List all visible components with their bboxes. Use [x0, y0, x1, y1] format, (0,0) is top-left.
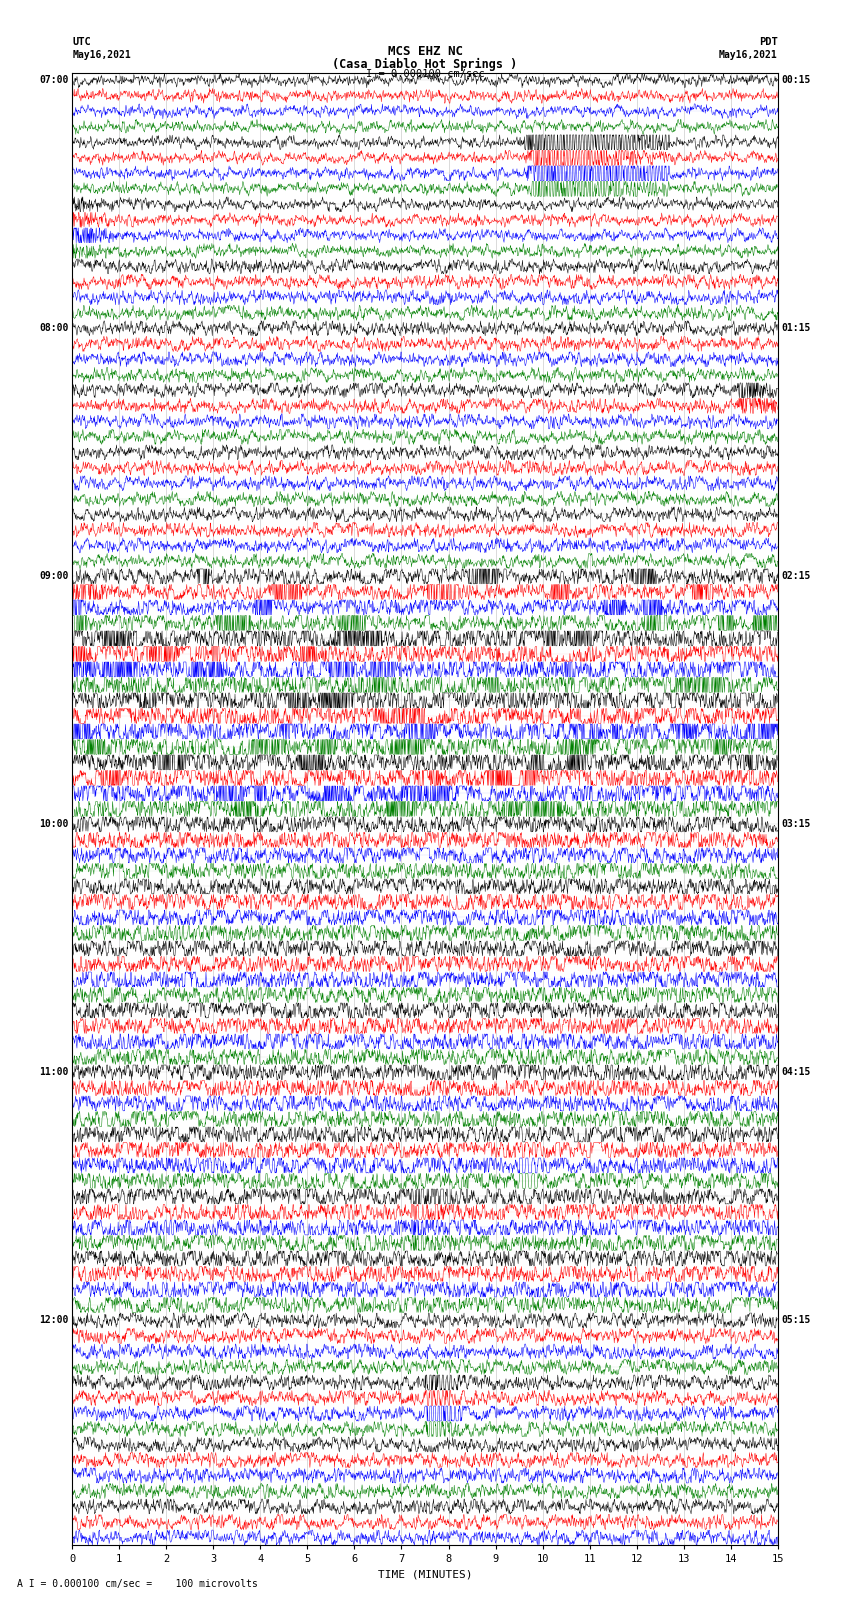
Text: 00:15: 00:15 [781, 76, 811, 85]
Text: 03:15: 03:15 [781, 819, 811, 829]
Text: 09:00: 09:00 [39, 571, 69, 581]
Text: 07:00: 07:00 [39, 76, 69, 85]
Text: 01:15: 01:15 [781, 323, 811, 334]
Text: (Casa Diablo Hot Springs ): (Casa Diablo Hot Springs ) [332, 58, 518, 71]
Text: 12:00: 12:00 [39, 1316, 69, 1326]
Text: A I = 0.000100 cm/sec =    100 microvolts: A I = 0.000100 cm/sec = 100 microvolts [17, 1579, 258, 1589]
Text: 10:00: 10:00 [39, 819, 69, 829]
Text: 02:15: 02:15 [781, 571, 811, 581]
Text: I = 0.000100 cm/sec: I = 0.000100 cm/sec [366, 69, 484, 79]
Text: 11:00: 11:00 [39, 1068, 69, 1077]
Text: May16,2021: May16,2021 [719, 50, 778, 60]
Text: 04:15: 04:15 [781, 1068, 811, 1077]
Text: PDT: PDT [759, 37, 778, 47]
Text: 08:00: 08:00 [39, 323, 69, 334]
X-axis label: TIME (MINUTES): TIME (MINUTES) [377, 1569, 473, 1579]
Text: 05:15: 05:15 [781, 1316, 811, 1326]
Text: UTC: UTC [72, 37, 91, 47]
Text: May16,2021: May16,2021 [72, 50, 131, 60]
Text: MCS EHZ NC: MCS EHZ NC [388, 45, 462, 58]
